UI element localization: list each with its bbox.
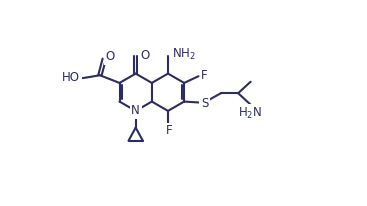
Text: F: F — [166, 124, 172, 137]
Text: H$_2$N: H$_2$N — [238, 106, 262, 121]
Text: S: S — [201, 97, 208, 110]
Text: NH$_2$: NH$_2$ — [172, 47, 196, 62]
Text: N: N — [131, 104, 140, 117]
Text: HO: HO — [62, 71, 80, 84]
Text: O: O — [105, 50, 115, 63]
Text: O: O — [140, 49, 149, 62]
Text: F: F — [201, 69, 208, 82]
